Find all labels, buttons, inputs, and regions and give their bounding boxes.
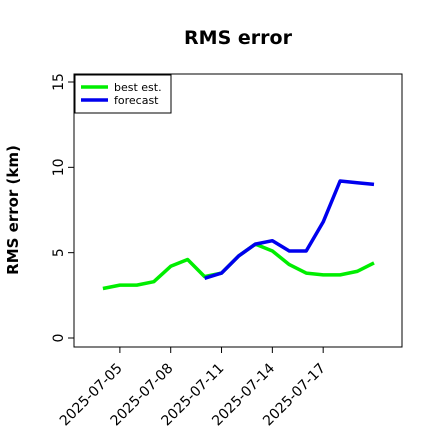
y-axis-label: RMS error (km) <box>4 145 22 275</box>
plot-area-frame <box>73 73 403 348</box>
y-tick-label: 10 <box>51 158 67 176</box>
legend-label: forecast <box>114 94 159 107</box>
legend-label: best est. <box>114 81 162 94</box>
series-line-best-est <box>102 242 375 291</box>
legend: best est.forecast <box>74 74 172 114</box>
y-axis: 0 5 10 15 <box>51 73 74 342</box>
series-line-forecast <box>204 179 375 280</box>
legend-box <box>74 74 172 114</box>
y-tick-label: 0 <box>51 334 67 343</box>
x-axis: 2025-07-052025-07-082025-07-112025-07-14… <box>57 347 329 429</box>
series-layer <box>102 179 375 291</box>
chart-title: RMS error <box>184 27 293 49</box>
y-tick-label: 15 <box>51 73 67 91</box>
y-tick-label: 5 <box>51 248 67 257</box>
